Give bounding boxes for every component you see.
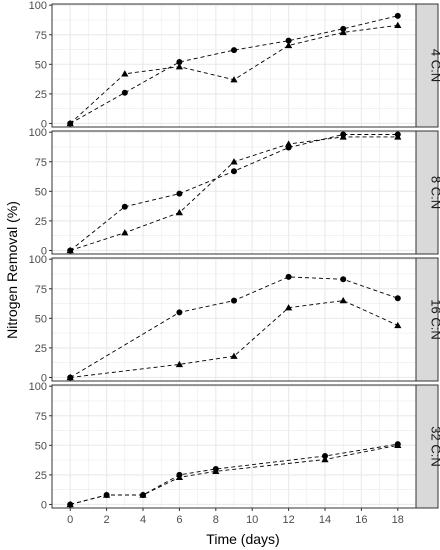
y-tick-label: 50	[35, 313, 47, 325]
y-tick-label: 25	[35, 343, 47, 355]
y-tick-label: 0	[41, 118, 47, 130]
y-tick-label: 75	[35, 30, 47, 42]
y-tick-label: 75	[35, 411, 47, 423]
data-point-triangle	[285, 41, 293, 49]
x-axis-title: Time (days)	[206, 531, 279, 547]
data-point-triangle	[339, 28, 347, 36]
data-point-triangle	[230, 76, 238, 83]
strip-background	[415, 257, 439, 382]
data-point-triangle	[175, 209, 183, 216]
data-point-triangle	[121, 70, 129, 77]
panels-layer: 0 25 50 75 100 4 C:N 0 25 50 75 100 8 C:N 0 25 50 75 100…	[29, 0, 440, 511]
data-point-triangle	[230, 158, 238, 165]
strip-label: 32 C:N	[429, 426, 440, 466]
x-tick-label: 2	[104, 514, 110, 526]
x-tick-label: 4	[140, 514, 146, 526]
series-triangle	[66, 441, 402, 508]
panel-2: 0 25 50 75 100 8 C:N	[29, 127, 440, 257]
data-point-circle	[176, 58, 183, 65]
series-triangle	[66, 296, 402, 381]
y-tick-label: 100	[29, 127, 47, 139]
y-tick-label: 25	[35, 89, 47, 101]
y-tick-label: 50	[35, 186, 47, 198]
data-point-circle	[121, 89, 128, 96]
panel-4: 0 25 50 75 100 32 C:N	[29, 381, 440, 511]
x-tick-label: 0	[67, 514, 73, 526]
y-axis-title: Nitrogen Removal (%)	[4, 201, 20, 339]
series-triangle	[66, 133, 402, 254]
panel-3: 0 25 50 75 100 16 C:N	[29, 254, 440, 384]
y-tick-label: 100	[29, 381, 47, 393]
y-tick-label: 50	[35, 440, 47, 452]
data-point-triangle	[66, 500, 74, 508]
data-point-triangle	[66, 373, 74, 381]
data-point-triangle	[175, 63, 183, 70]
strip-label: 16 C:N	[429, 299, 440, 339]
y-tick-label: 50	[35, 59, 47, 71]
strip-background	[415, 384, 439, 509]
data-point-triangle	[66, 119, 74, 127]
strip-label: 4 C:N	[429, 49, 440, 82]
data-point-triangle	[285, 140, 293, 147]
data-point-triangle	[394, 441, 402, 449]
y-tick-label: 0	[41, 372, 47, 384]
y-tick-label: 100	[29, 254, 47, 266]
x-axis: 0 2 4 6 8 10 12 14 16 18	[67, 508, 404, 526]
data-point-triangle	[230, 352, 238, 359]
strip-label: 8 C:N	[429, 176, 440, 209]
y-tick-label: 0	[41, 245, 47, 257]
x-tick-label: 6	[176, 514, 182, 526]
series-triangle	[66, 21, 402, 127]
data-point-triangle	[175, 473, 183, 480]
data-point-triangle	[175, 360, 183, 368]
data-point-triangle	[212, 467, 220, 475]
data-point-circle	[394, 12, 401, 19]
x-tick-label: 10	[246, 514, 258, 526]
y-tick-label: 25	[35, 470, 47, 482]
panel-1: 0 25 50 75 100 4 C:N	[29, 0, 440, 130]
data-point-circle	[285, 273, 292, 280]
y-tick-label: 100	[29, 0, 47, 12]
data-point-circle	[285, 37, 292, 44]
data-point-circle	[340, 276, 347, 283]
data-point-triangle	[66, 246, 74, 254]
data-point-triangle	[394, 133, 402, 140]
y-tick-label: 25	[35, 216, 47, 228]
x-tick-label: 18	[392, 514, 404, 526]
x-tick-label: 14	[319, 514, 331, 526]
data-point-circle	[231, 168, 237, 175]
strip-background	[415, 130, 439, 255]
series-line	[69, 276, 398, 378]
data-point-triangle	[121, 229, 129, 236]
data-point-triangle	[394, 321, 402, 329]
data-point-triangle	[321, 455, 329, 463]
y-tick-label: 0	[41, 499, 47, 511]
data-point-triangle	[285, 304, 293, 311]
data-point-circle	[394, 295, 401, 302]
series-line	[70, 300, 398, 378]
data-point-circle	[176, 309, 183, 316]
y-tick-label: 75	[35, 284, 47, 296]
data-point-circle	[121, 203, 128, 210]
data-point-triangle	[394, 21, 402, 28]
data-point-triangle	[103, 491, 111, 498]
data-point-circle	[176, 190, 183, 197]
data-point-triangle	[139, 491, 147, 498]
x-tick-label: 12	[282, 514, 294, 526]
data-point-triangle	[339, 133, 347, 140]
data-point-circle	[231, 47, 237, 54]
y-tick-label: 75	[35, 157, 47, 169]
strip-background	[415, 3, 439, 128]
data-point-triangle	[339, 296, 347, 304]
x-tick-label: 16	[355, 514, 367, 526]
data-point-circle	[231, 297, 237, 304]
x-tick-label: 8	[213, 514, 219, 526]
